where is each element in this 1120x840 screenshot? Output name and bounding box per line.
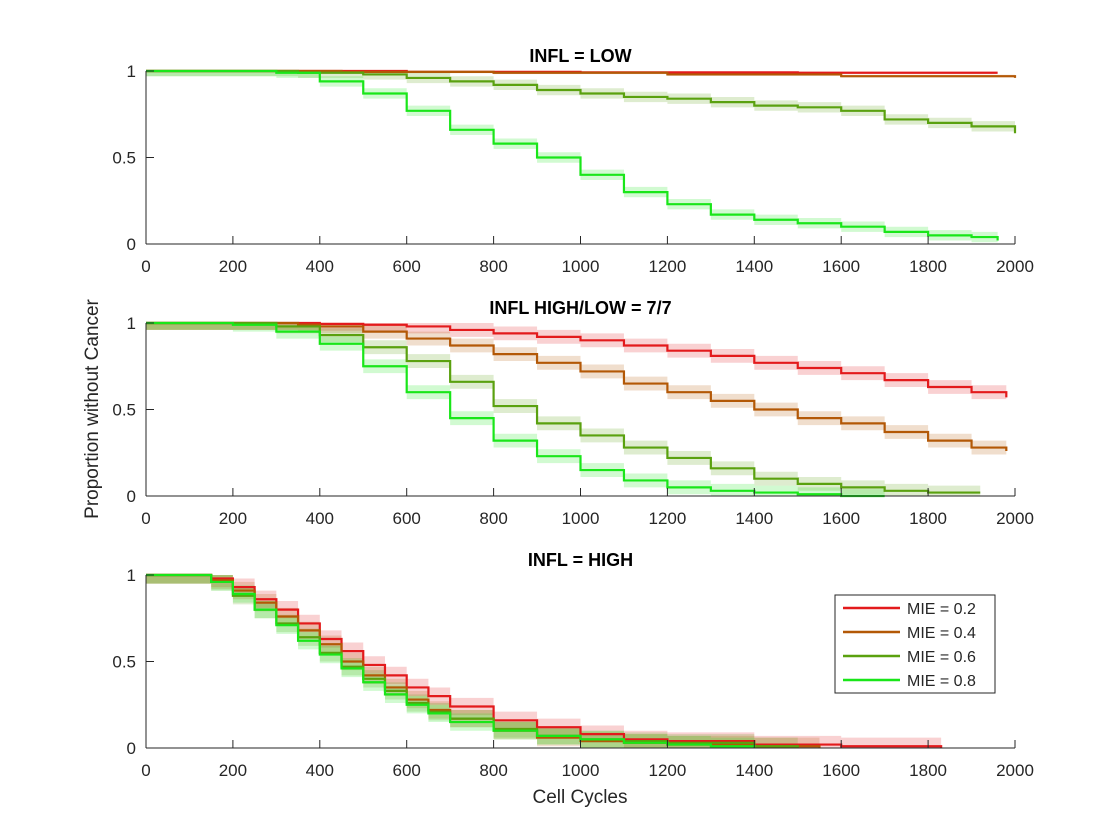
x-tick-label: 1000 <box>562 257 600 276</box>
x-axis-label: Cell Cycles <box>532 787 627 808</box>
x-tick-label: 400 <box>306 509 334 528</box>
legend-entry-label: MIE = 0.6 <box>907 649 976 666</box>
x-tick-label: 400 <box>306 761 334 780</box>
y-axis-label: Proportion without Cancer <box>82 298 103 518</box>
series-line-0 <box>146 321 1008 398</box>
legend: MIE = 0.2 MIE = 0.4 MIE = 0.6 MIE = 0.8 <box>834 594 996 694</box>
x-tick-label: 1600 <box>822 509 860 528</box>
x-tick-label: 0 <box>141 257 150 276</box>
y-tick-label: 0 <box>127 739 136 758</box>
x-tick-label: 0 <box>141 509 150 528</box>
x-tick-label: 600 <box>393 257 421 276</box>
confidence-band-series-1 <box>146 575 820 748</box>
x-tick-label: 200 <box>219 761 247 780</box>
x-tick-label: 600 <box>393 509 421 528</box>
x-tick-label: 1600 <box>822 761 860 780</box>
y-tick-label: 0.5 <box>112 149 136 168</box>
x-tick-label: 1400 <box>735 509 773 528</box>
x-tick-label: 1800 <box>909 761 947 780</box>
legend-box <box>834 594 996 694</box>
x-tick-label: 800 <box>479 761 507 780</box>
series-line-2 <box>146 69 1017 134</box>
panel-infl-low: INFL = LOW 0 200 400 600 800 1000 1200 1400 1600 1… <box>112 46 1034 276</box>
confidence-band-series-0 <box>146 323 1007 405</box>
x-tick-label: 800 <box>479 257 507 276</box>
x-tick-label: 2000 <box>996 257 1034 276</box>
y-tick-label: 0 <box>127 487 136 506</box>
x-tick-label: 1000 <box>562 761 600 780</box>
x-tick-label: 1200 <box>648 257 686 276</box>
x-tick-label: 1200 <box>648 509 686 528</box>
y-tick-label: 1 <box>127 566 136 585</box>
series-line-1 <box>146 69 1017 78</box>
confidence-band-series-2 <box>146 71 1015 139</box>
x-tick-label: 1800 <box>909 509 947 528</box>
x-tick-label: 1600 <box>822 257 860 276</box>
x-tick-label: 1400 <box>735 761 773 780</box>
x-tick-label: 600 <box>393 761 421 780</box>
confidence-band-series-2 <box>146 575 798 748</box>
panel-title: INFL HIGH/LOW = 7/7 <box>489 298 671 318</box>
confidence-band-series-2 <box>146 323 981 496</box>
legend-entry-label: MIE = 0.8 <box>907 673 976 690</box>
y-tick-label: 1 <box>127 314 136 333</box>
x-tick-label: 1200 <box>648 761 686 780</box>
x-tick-label: 1000 <box>562 509 600 528</box>
x-tick-label: 200 <box>219 509 247 528</box>
legend-entry-label: MIE = 0.2 <box>907 601 976 618</box>
y-tick-label: 0.5 <box>112 653 136 672</box>
y-tick-label: 1 <box>127 62 136 81</box>
series-line-3 <box>146 573 756 748</box>
x-tick-label: 200 <box>219 257 247 276</box>
x-tick-label: 1800 <box>909 257 947 276</box>
panel-infl-high: INFL = HIGH 0 200 400 600 800 1000 1200 1400 1600… <box>112 550 1034 780</box>
series-line-3 <box>146 69 999 241</box>
x-tick-label: 0 <box>141 761 150 780</box>
legend-entry-label: MIE = 0.4 <box>907 625 976 642</box>
series-line-1 <box>146 321 1008 452</box>
panel-title: INFL = LOW <box>529 46 631 66</box>
x-tick-label: 1400 <box>735 257 773 276</box>
y-tick-label: 0 <box>127 235 136 254</box>
panel-title: INFL = HIGH <box>528 550 633 570</box>
x-tick-label: 2000 <box>996 509 1034 528</box>
series-line-2 <box>146 321 981 494</box>
y-tick-label: 0.5 <box>112 401 136 420</box>
x-tick-label: 2000 <box>996 761 1034 780</box>
panel-infl-mixed: INFL HIGH/LOW = 7/70 200 400 600 800 1000 1200… <box>112 298 1034 528</box>
x-tick-label: 800 <box>479 509 507 528</box>
x-tick-label: 400 <box>306 257 334 276</box>
